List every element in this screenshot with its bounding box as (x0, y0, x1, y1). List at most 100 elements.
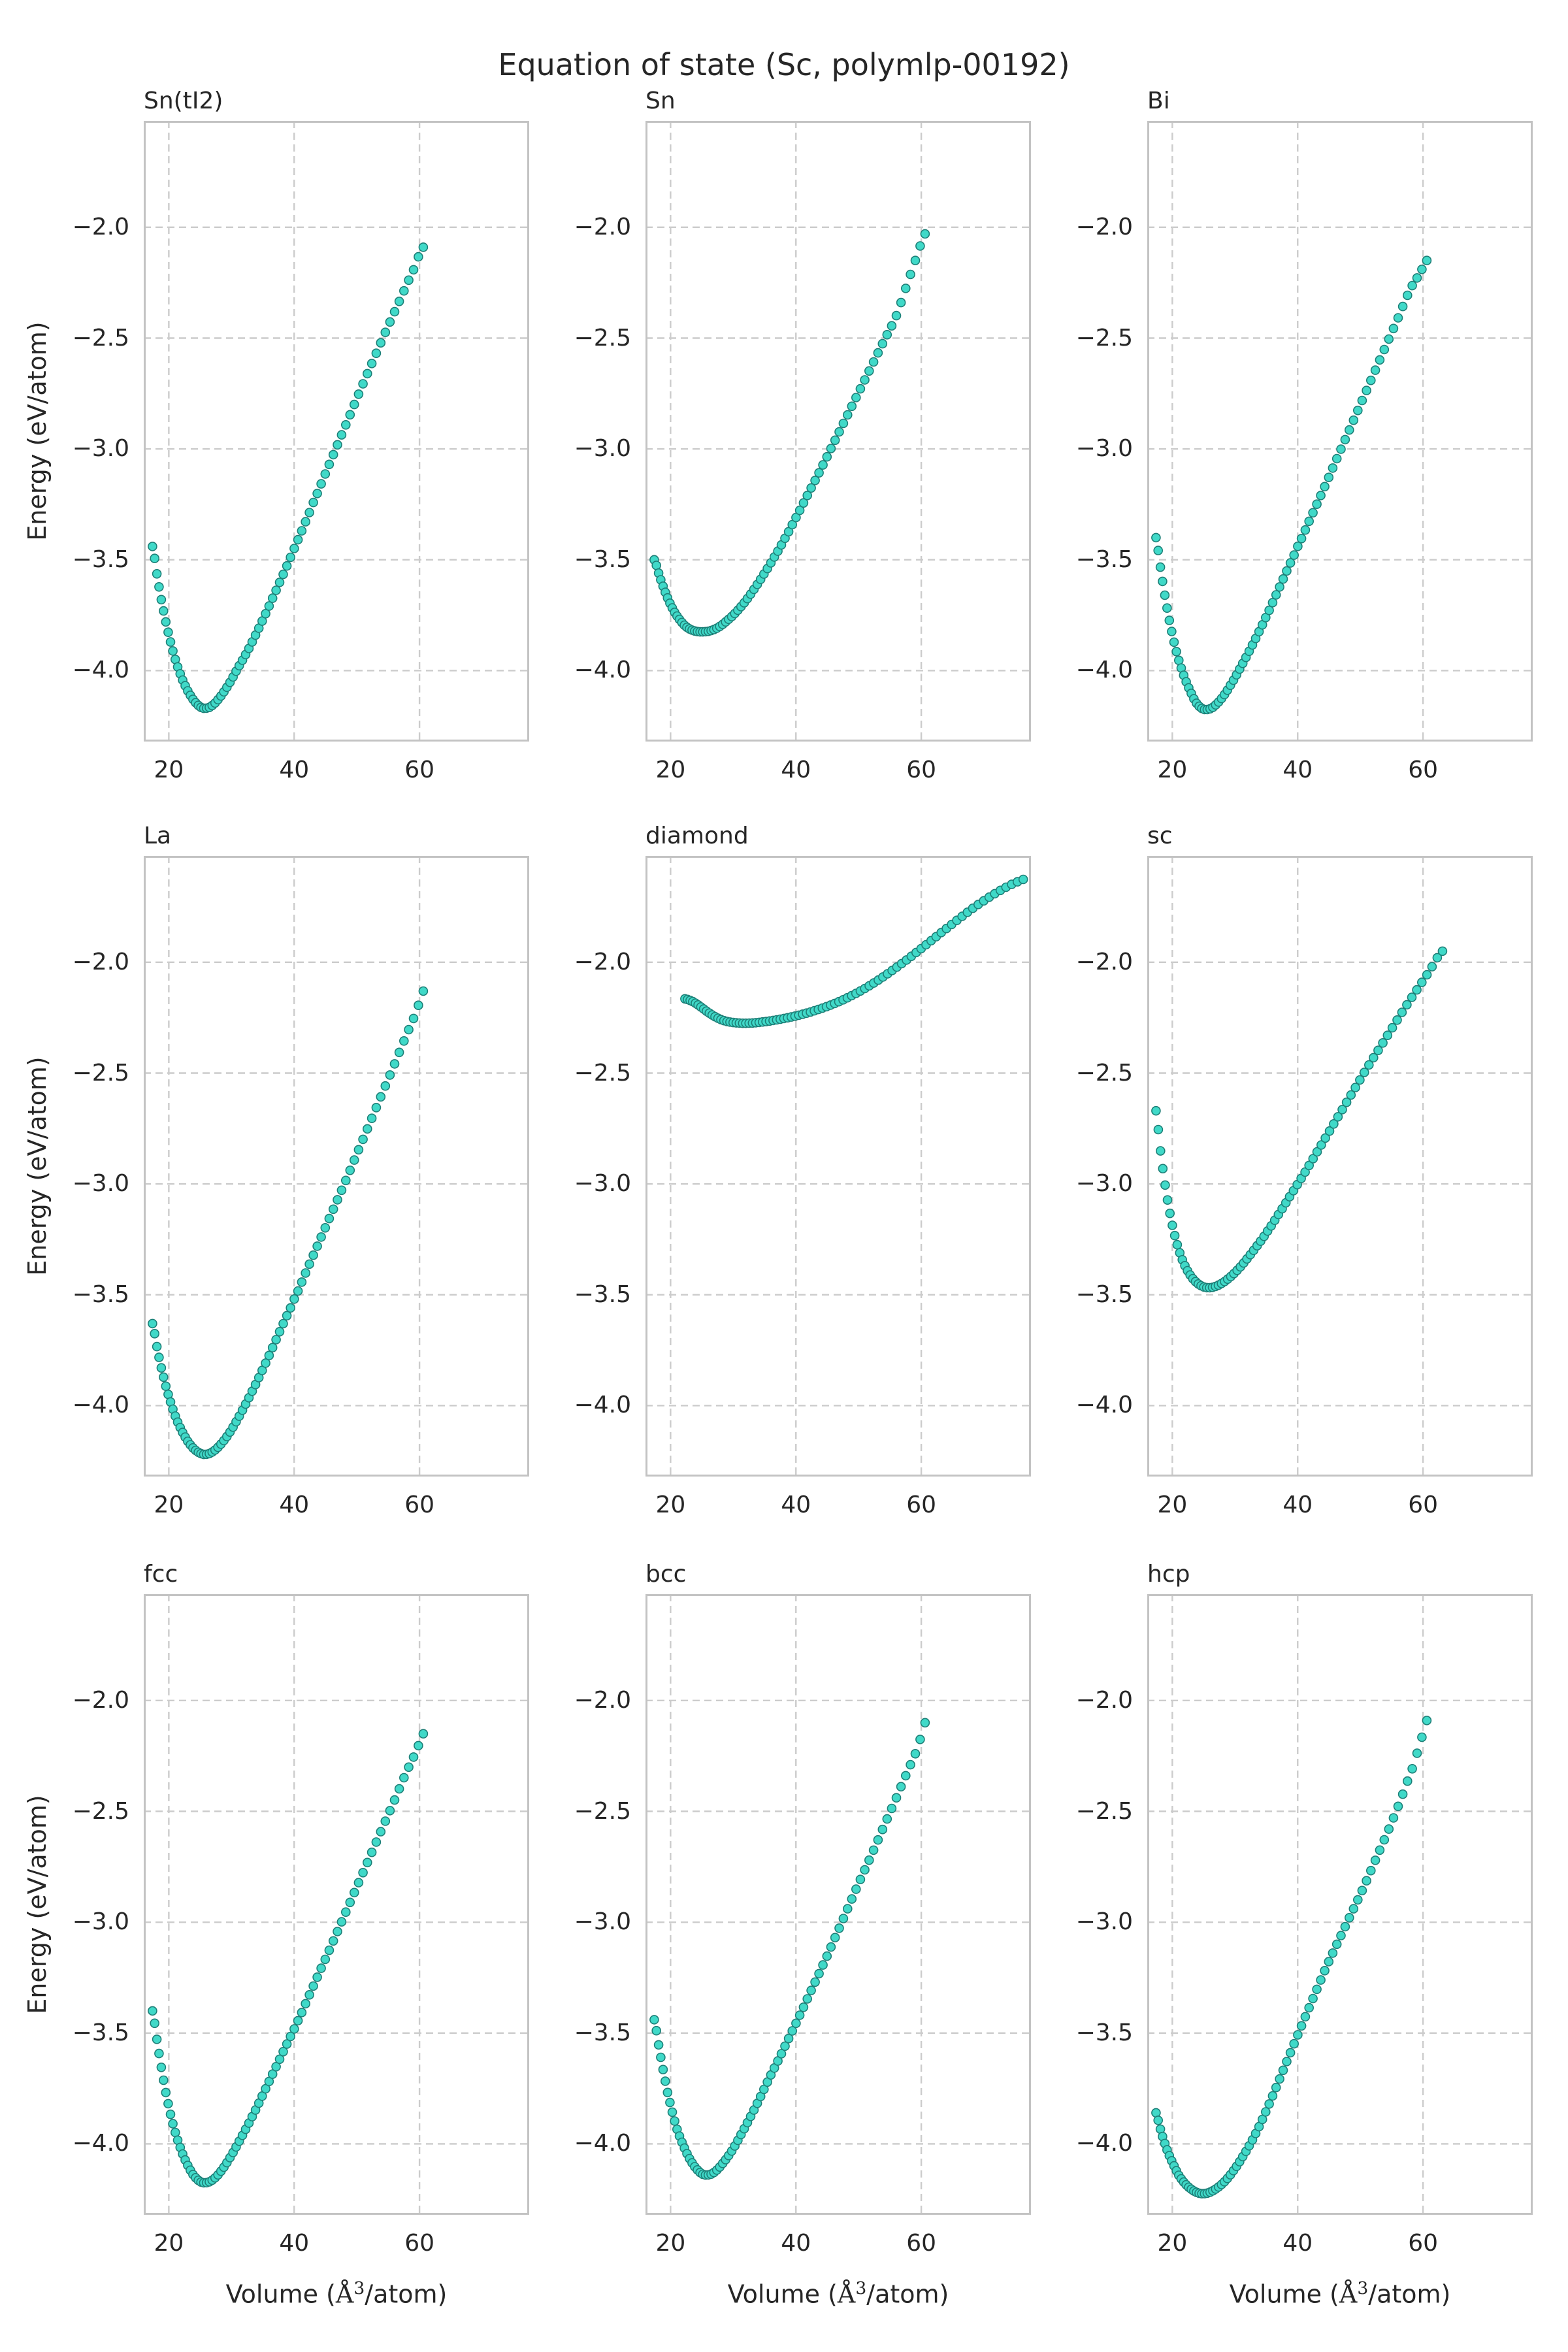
data-point (1316, 1975, 1326, 1985)
data-point (380, 1081, 391, 1091)
data-point (798, 498, 809, 508)
data-point (810, 1977, 820, 1987)
data-point (1155, 562, 1166, 572)
ytick-label: −2.0 (1075, 1686, 1133, 1714)
ytick-label: −4.0 (72, 1392, 129, 1419)
data-point (842, 410, 853, 420)
data-point (1155, 1146, 1166, 1156)
xtick-label: 20 (1157, 2230, 1188, 2257)
axes-border (645, 856, 1031, 1477)
ytick-label: −3.0 (72, 1170, 129, 1198)
data-point (822, 451, 832, 462)
plot-area-fcc (144, 1594, 529, 2215)
x-axis-label-part: Volume ( (1229, 2279, 1339, 2309)
data-point (1264, 605, 1274, 615)
ytick-label: −2.0 (1075, 948, 1133, 975)
data-point (1162, 603, 1172, 613)
ytick-label: −2.5 (574, 1797, 631, 1825)
data-point (1355, 1075, 1365, 1085)
data-point (915, 1735, 925, 1744)
subplot-title-Bi: Bi (1147, 88, 1170, 114)
x-axis-label-part: 3 (1357, 2278, 1369, 2298)
data-point (414, 252, 423, 262)
data-point (324, 459, 335, 470)
data-point (1304, 516, 1314, 527)
data-point (1312, 1984, 1322, 1995)
data-point (308, 1981, 318, 1991)
axes-border (1147, 856, 1533, 1477)
xtick-label: 60 (906, 1492, 937, 1518)
ytick-label: −2.0 (72, 948, 129, 975)
data-point (1417, 1732, 1427, 1742)
data-point (1151, 1105, 1161, 1116)
xtick-label: 40 (279, 757, 310, 783)
data-point (860, 375, 870, 385)
data-point (312, 489, 322, 498)
data-point (308, 1250, 318, 1260)
ytick-label: −2.5 (1075, 324, 1133, 351)
data-point (328, 1204, 338, 1215)
data-point (340, 419, 351, 430)
data-point (1412, 273, 1422, 283)
data-point (367, 1847, 377, 1857)
data-point (1316, 491, 1326, 500)
data-point (1158, 576, 1168, 587)
xtick-label: 40 (1282, 757, 1313, 783)
data-point (394, 1047, 404, 1058)
data-point (289, 544, 299, 553)
data-point (1320, 1965, 1330, 1976)
data-point (385, 317, 395, 327)
ytick-label: −3.0 (1075, 1908, 1133, 1936)
data-point (1331, 1939, 1342, 1950)
data-point (1158, 1164, 1168, 1174)
xtick-label: 20 (154, 2230, 184, 2257)
data-point (152, 568, 162, 579)
data-point (353, 389, 364, 399)
data-point (158, 606, 169, 616)
data-point (271, 1335, 281, 1345)
ytick-label: −2.5 (72, 324, 129, 351)
ytick-label: −4.0 (1075, 2130, 1133, 2157)
data-point (312, 1972, 322, 1982)
data-point (301, 1268, 310, 1278)
subplot-title-fcc: fcc (144, 1561, 178, 1588)
ytick-label: −2.5 (72, 1797, 129, 1825)
ytick-label: −2.5 (1075, 1059, 1133, 1086)
data-point (297, 526, 307, 536)
data-point (353, 1878, 364, 1887)
xtick-label: 60 (1408, 757, 1439, 783)
data-point (826, 444, 836, 453)
ytick-label: −3.0 (574, 1908, 631, 1936)
data-point (776, 2049, 787, 2059)
subplot-title-diamond: diamond (645, 823, 749, 849)
data-point (1293, 2030, 1303, 2040)
xtick-label: 40 (279, 2230, 310, 2257)
ytick-label: −4.0 (574, 657, 631, 684)
data-point (389, 306, 400, 317)
data-point (1365, 1865, 1376, 1876)
data-point (1388, 323, 1399, 334)
data-point (148, 1318, 157, 1329)
ytick-label: −4.0 (1075, 657, 1133, 684)
data-point (1285, 558, 1296, 568)
data-point (780, 2041, 790, 2051)
data-point (1378, 1037, 1388, 1048)
data-point (1278, 2065, 1288, 2076)
data-point (328, 1936, 338, 1946)
data-point (1171, 646, 1181, 657)
xtick-label: 40 (781, 2230, 811, 2257)
data-point (665, 2097, 675, 2108)
data-point (414, 1740, 423, 1751)
data-point (301, 1999, 310, 2009)
data-point (1336, 1931, 1346, 1940)
data-point (794, 2010, 805, 2020)
data-point (316, 1232, 326, 1242)
data-point (1308, 1993, 1318, 2004)
data-point (385, 1806, 395, 1816)
data-point (1352, 1895, 1363, 1905)
subplot-title-sc: sc (1147, 823, 1173, 849)
ytick-label: −2.0 (1075, 213, 1133, 240)
data-point (906, 269, 915, 280)
data-point (333, 1927, 342, 1936)
data-point (910, 255, 921, 265)
